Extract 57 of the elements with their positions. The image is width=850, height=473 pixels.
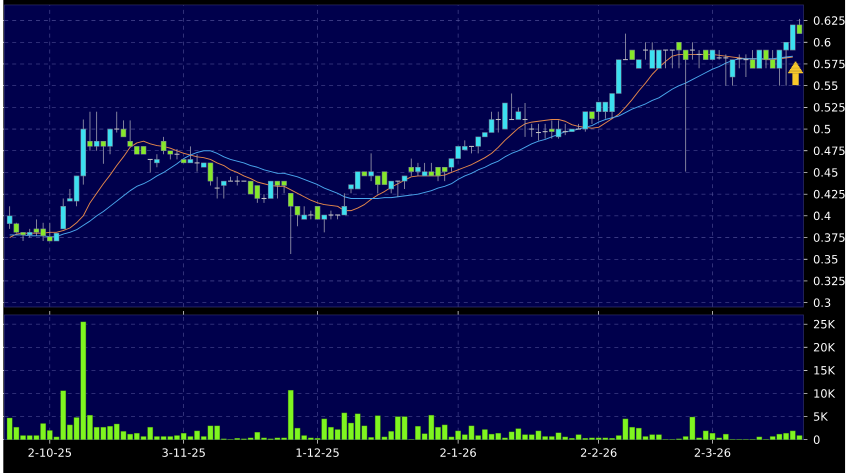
y-tick-label: 5K <box>814 412 828 421</box>
y-tick-label: 20K <box>814 342 836 352</box>
y-tick-label: 0.525 <box>814 102 845 112</box>
candlestick <box>60 198 66 230</box>
candlestick <box>154 154 160 168</box>
x-tick-label: 2-2-26 <box>580 448 616 457</box>
x-tick-label: 2-1-26 <box>440 448 476 457</box>
candlestick <box>722 54 729 86</box>
x-tick-label: 2-3-26 <box>694 448 730 457</box>
y-tick-label: 0.575 <box>814 59 845 68</box>
y-tick-label: 25K <box>814 320 836 328</box>
y-tick-label: 0.475 <box>814 146 845 155</box>
candlestick <box>730 59 736 86</box>
candlestick <box>468 146 474 154</box>
candlestick <box>147 158 154 173</box>
y-tick-label: 0.55 <box>814 81 838 90</box>
y-tick-label: 0.625 <box>814 16 845 25</box>
candlestick <box>689 42 696 60</box>
y-tick-label: 0.375 <box>814 233 845 242</box>
y-tick-label: 0.6 <box>814 38 830 46</box>
candlestick <box>742 54 749 78</box>
y-tick-label: 0.35 <box>814 254 838 264</box>
candlestick <box>662 49 669 69</box>
y-tick-label: 10K <box>814 389 836 398</box>
candlestick <box>516 106 522 120</box>
candlestick <box>174 148 180 160</box>
candlestick <box>642 42 649 60</box>
candlestick <box>522 102 528 138</box>
candlestick <box>508 92 515 120</box>
candlestick <box>120 120 126 138</box>
candlestick <box>194 154 200 172</box>
candlestick <box>562 123 568 136</box>
candlestick <box>669 49 676 69</box>
y-tick-label: 0.5 <box>814 124 830 134</box>
candlestick <box>402 175 408 190</box>
y-tick-label: 0.425 <box>814 190 845 198</box>
y-tick-label: 0.3 <box>814 298 830 307</box>
candlestick <box>576 123 582 130</box>
y-tick-label: 0.45 <box>814 168 838 177</box>
candlestick <box>260 194 268 204</box>
candlestick <box>214 176 220 199</box>
y-tick-label: 0 <box>814 435 820 444</box>
candlestick <box>342 192 348 216</box>
candlestick <box>622 33 628 60</box>
candlestick <box>736 54 742 69</box>
y-tick-label: 0.325 <box>814 276 845 286</box>
candlestick <box>696 50 702 69</box>
x-tick-label: 3-11-25 <box>162 448 205 457</box>
candlestick <box>535 123 542 141</box>
x-tick-label: 1-12-25 <box>296 448 339 457</box>
candlestick <box>221 180 227 199</box>
candlestick <box>716 50 722 60</box>
y-tick-label: 15K <box>814 366 836 374</box>
candlestick <box>542 123 548 139</box>
y-tick-label: 0.4 <box>814 211 831 220</box>
candlestick <box>394 180 401 197</box>
x-tick-label: 2-10-25 <box>28 448 71 457</box>
